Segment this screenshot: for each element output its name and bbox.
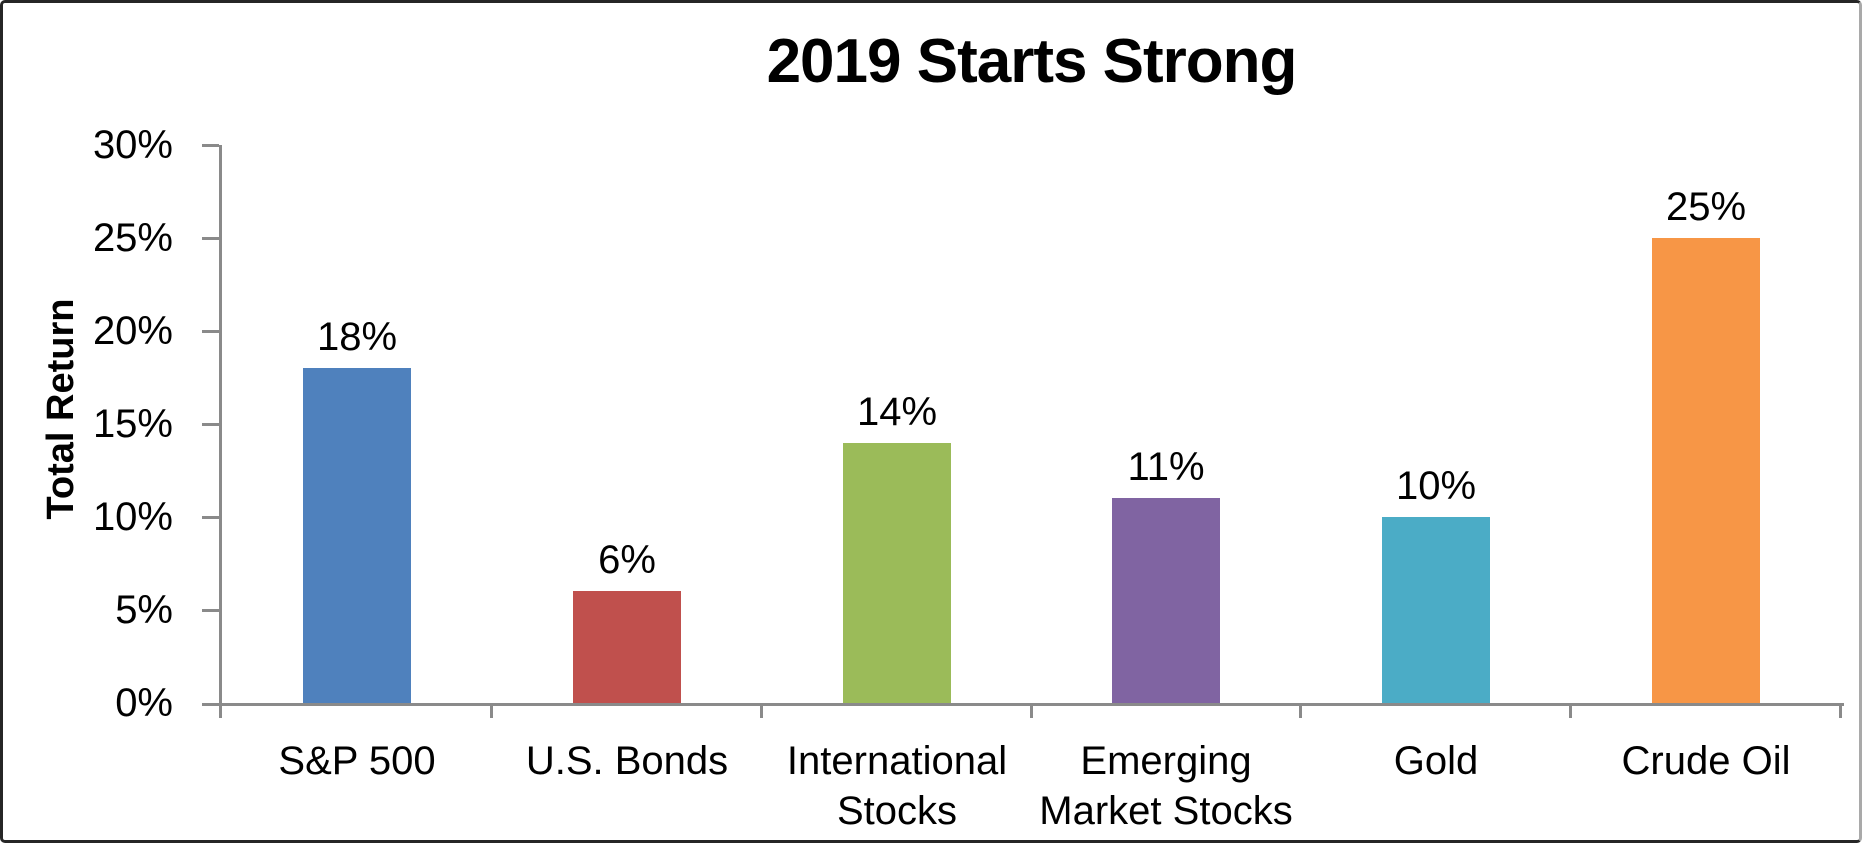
- x-category-label-u-s-bonds: U.S. Bonds: [525, 739, 729, 783]
- x-tick-mark: [489, 703, 493, 718]
- y-tick-mark: [202, 423, 219, 426]
- bar-emerging-market-stocks: [1112, 498, 1220, 703]
- plot-area: 30% 25% 20% 15% 10% 5% 0% 18% S&P 500 6% U.S. Bond…: [3, 3, 1859, 840]
- y-axis-line: [219, 145, 222, 718]
- y-tick-mark: [202, 330, 219, 333]
- bar-value-label-gold: 10%: [1395, 464, 1477, 508]
- y-tick-mark: [202, 144, 219, 147]
- bar-value-label-international-stocks: 14%: [856, 390, 938, 434]
- x-category-label-gold: Gold: [1393, 739, 1479, 783]
- y-tick-label: 15%: [92, 402, 173, 446]
- x-tick-mark: [759, 703, 763, 718]
- x-category-label-international-stocks: International Stocks: [786, 739, 1008, 833]
- bar-u-s-bonds: [573, 591, 681, 703]
- y-tick-label: 25%: [92, 216, 173, 260]
- bar-international-stocks: [843, 443, 951, 703]
- bar-value-label-crude-oil: 25%: [1665, 185, 1747, 229]
- y-tick-label: 5%: [115, 588, 173, 632]
- y-tick-label: 10%: [92, 495, 173, 539]
- bar-gold: [1382, 517, 1490, 703]
- x-tick-mark: [1299, 703, 1303, 718]
- y-tick-label: 0%: [115, 681, 173, 725]
- x-tick-mark: [1839, 703, 1842, 718]
- x-category-label-s-p-500: S&P 500: [278, 739, 436, 783]
- x-category-label-emerging-market-stocks: Emerging Market Stocks: [1039, 739, 1293, 833]
- bar-crude-oil: [1652, 238, 1760, 703]
- bar-value-label-emerging-market-stocks: 11%: [1127, 445, 1205, 489]
- bar-value-label-s-p-500: 18%: [316, 315, 398, 359]
- y-tick-label: 30%: [92, 123, 173, 167]
- y-tick-mark: [202, 516, 219, 519]
- y-tick-mark: [202, 609, 219, 612]
- x-tick-mark: [1569, 703, 1573, 718]
- x-category-label-crude-oil: Crude Oil: [1621, 739, 1791, 783]
- x-axis-line: [202, 703, 1844, 706]
- y-tick-mark: [202, 237, 219, 240]
- y-tick-label: 20%: [92, 309, 173, 353]
- bar-s-p-500: [303, 368, 411, 703]
- x-tick-mark: [1029, 703, 1033, 718]
- bar-value-label-u-s-bonds: 6%: [598, 538, 656, 582]
- chart-title: 2019 Starts Strong: [766, 27, 1298, 96]
